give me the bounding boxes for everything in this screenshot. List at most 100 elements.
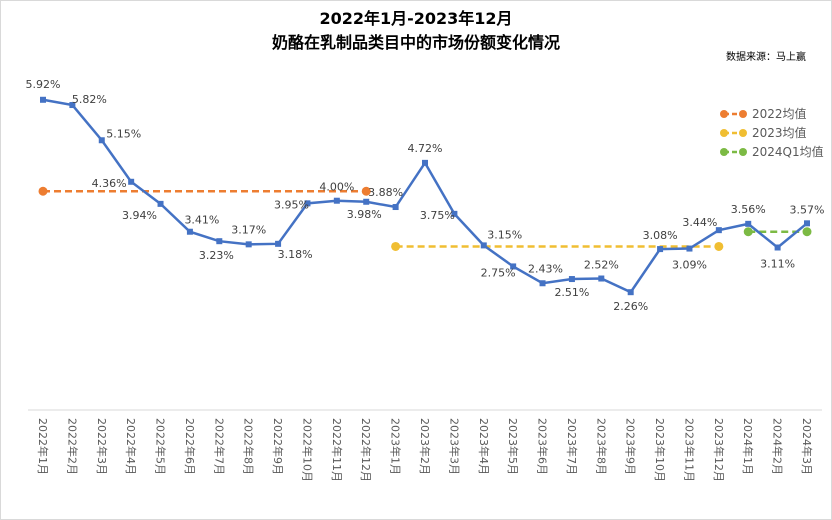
data-point	[363, 198, 370, 205]
data-label: 3.94%	[122, 209, 157, 222]
data-point	[598, 275, 605, 282]
data-label: 4.36%	[92, 177, 127, 190]
x-tick-label: 2023年2月	[418, 418, 432, 475]
data-label: 2.43%	[528, 262, 563, 275]
data-label: 3.15%	[487, 228, 522, 241]
x-tick-label: 2023年4月	[477, 418, 491, 475]
x-tick-label: 2022年9月	[271, 418, 285, 475]
data-point	[275, 240, 282, 247]
chart-title: 2022年1月-2023年12月	[319, 9, 513, 28]
data-label: 3.98%	[347, 208, 382, 221]
x-tick-label: 2023年3月	[447, 418, 461, 475]
legend-marker	[720, 148, 728, 156]
data-point	[510, 263, 517, 270]
x-tick-label: 2022年1月	[36, 418, 50, 475]
x-tick-label: 2023年11月	[682, 418, 696, 482]
source-note: 数据来源：马上赢	[726, 52, 806, 63]
data-point	[128, 178, 135, 185]
legend-marker	[739, 148, 747, 156]
x-tick-label: 2022年12月	[359, 418, 373, 482]
data-label: 2.52%	[584, 259, 619, 272]
data-label: 3.11%	[760, 258, 795, 271]
legend-marker	[739, 129, 747, 137]
x-tick-label: 2023年8月	[594, 418, 608, 475]
legend-marker	[720, 110, 728, 118]
data-label: 3.56%	[731, 203, 766, 216]
data-label: 3.18%	[278, 248, 313, 261]
data-label: 3.17%	[231, 223, 266, 236]
data-label: 5.15%	[106, 127, 141, 140]
x-tick-label: 2023年5月	[506, 418, 520, 475]
data-point	[451, 210, 458, 217]
average-endpoint	[714, 241, 724, 251]
x-tick-label: 2023年9月	[624, 418, 638, 475]
data-label: 3.57%	[790, 203, 825, 216]
data-label: 3.95%	[274, 198, 309, 211]
data-label: 3.08%	[643, 229, 678, 242]
legend-label: 2023均值	[752, 125, 807, 140]
data-label: 4.00%	[319, 181, 354, 194]
data-point	[245, 241, 252, 248]
data-point	[745, 220, 752, 227]
average-endpoint	[391, 241, 401, 251]
data-point	[774, 244, 781, 251]
legend-marker	[720, 129, 728, 137]
data-label: 3.41%	[184, 214, 219, 227]
x-tick-label: 2023年7月	[565, 418, 579, 475]
data-point	[98, 137, 105, 144]
data-label: 3.23%	[199, 249, 234, 262]
data-point	[480, 242, 487, 249]
x-tick-label: 2024年2月	[771, 418, 785, 475]
data-label: 3.09%	[672, 259, 707, 272]
data-point	[422, 159, 428, 166]
data-label: 2.26%	[613, 300, 648, 313]
x-tick-label: 2022年4月	[124, 418, 138, 475]
average-endpoint	[743, 227, 753, 237]
data-point	[157, 200, 164, 207]
data-label: 3.88%	[368, 186, 403, 199]
data-point	[392, 204, 399, 211]
data-point	[568, 276, 575, 283]
x-tick-label: 2022年11月	[330, 418, 344, 482]
data-label: 2.51%	[554, 286, 589, 299]
x-tick-label: 2024年1月	[741, 418, 755, 475]
data-point	[539, 280, 546, 287]
average-endpoint	[802, 227, 812, 237]
x-tick-label: 2023年12月	[712, 418, 726, 482]
data-point	[715, 227, 722, 234]
data-point	[186, 228, 193, 235]
data-point	[657, 246, 664, 253]
x-tick-label: 2022年8月	[242, 418, 256, 475]
data-point	[333, 197, 340, 204]
x-tick-label: 2024年3月	[800, 418, 814, 475]
legend-label: 2024Q1均值	[752, 144, 824, 159]
data-label: 4.72%	[408, 142, 443, 155]
x-tick-label: 2023年6月	[536, 418, 550, 475]
data-point	[686, 245, 693, 252]
x-tick-label: 2023年1月	[389, 418, 403, 475]
x-tick-label: 2022年5月	[154, 418, 168, 475]
average-endpoint	[361, 186, 371, 196]
x-tick-label: 2022年10月	[300, 418, 314, 482]
x-tick-label: 2022年2月	[65, 418, 79, 475]
legend-marker	[739, 110, 747, 118]
data-label: 2.75%	[481, 266, 516, 279]
data-point	[627, 289, 634, 296]
data-point	[304, 200, 311, 207]
chart-subtitle: 奶酪在乳制品类目中的市场份额变化情况	[271, 33, 560, 52]
x-tick-label: 2022年6月	[183, 418, 197, 475]
average-endpoint	[38, 186, 48, 196]
data-point	[40, 96, 46, 103]
data-point	[216, 238, 223, 245]
data-label: 5.82%	[72, 93, 107, 106]
data-label: 3.75%	[420, 209, 455, 222]
x-tick-label: 2022年7月	[212, 418, 226, 475]
data-label: 5.92%	[26, 78, 61, 91]
x-tick-label: 2023年10月	[653, 418, 667, 482]
data-point	[69, 102, 76, 109]
data-point	[804, 220, 810, 227]
data-label: 3.44%	[682, 216, 717, 229]
legend-label: 2022均值	[752, 106, 807, 121]
x-tick-label: 2022年3月	[95, 418, 109, 475]
